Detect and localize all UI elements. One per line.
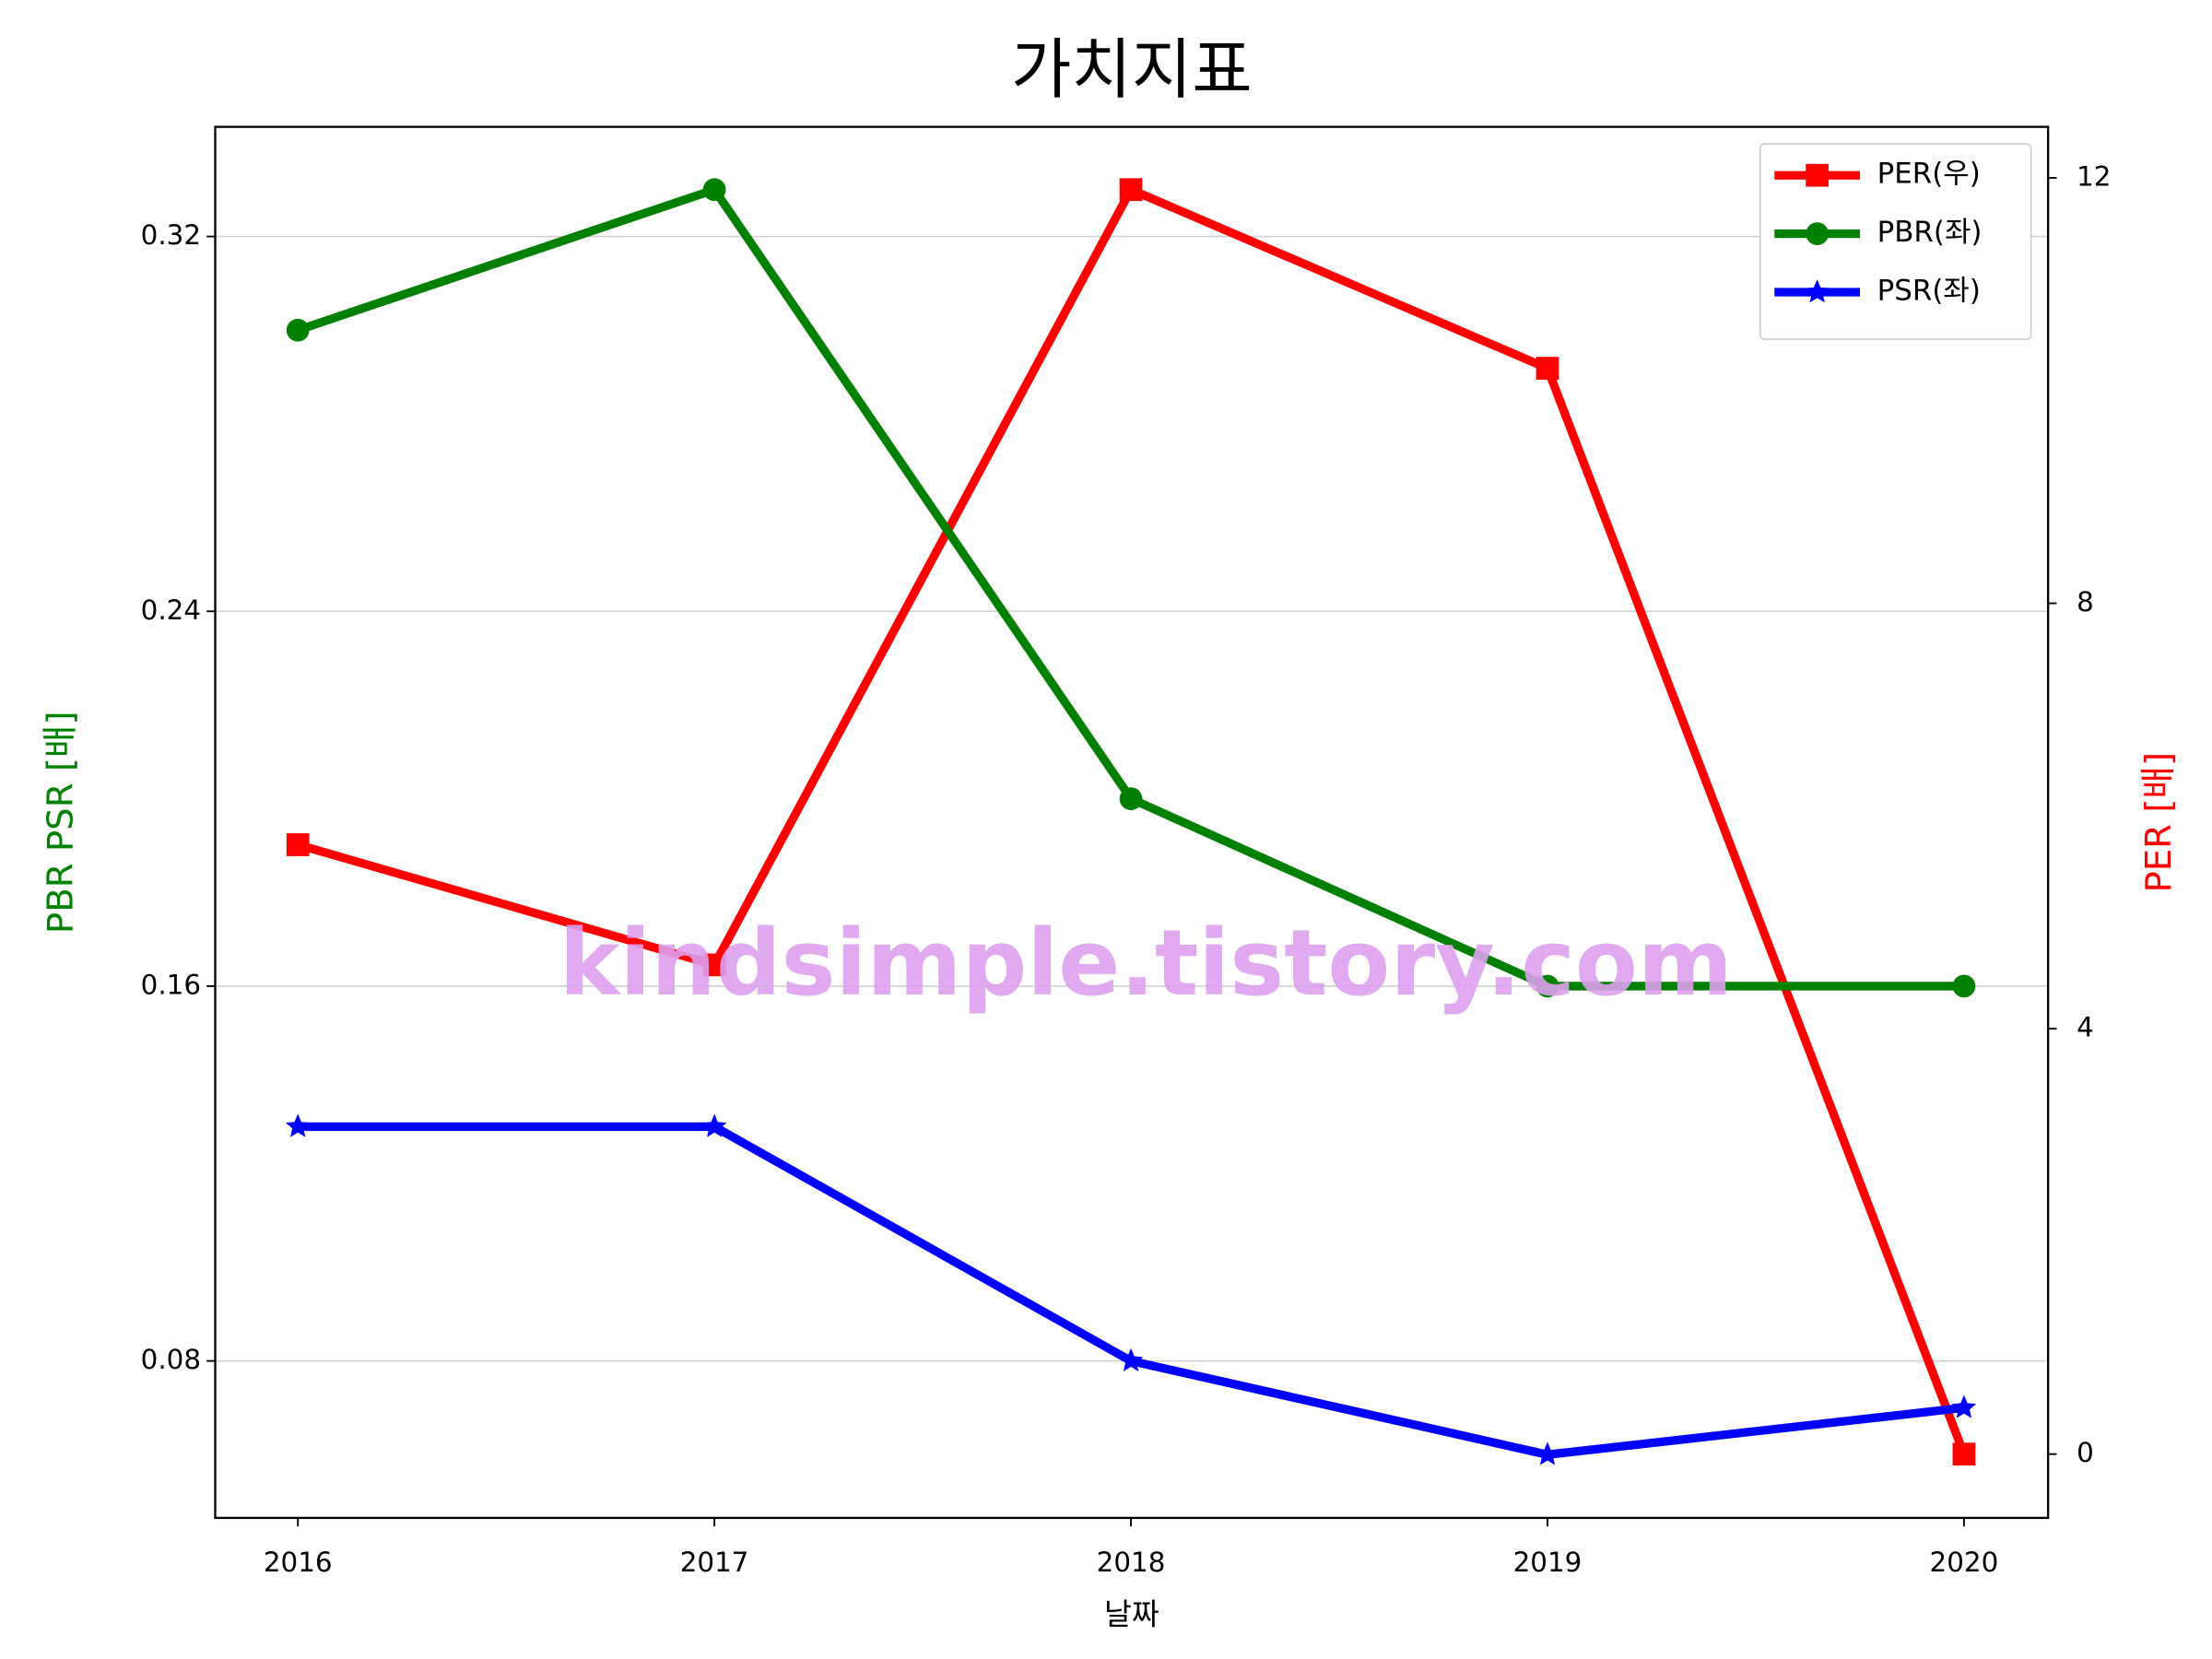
legend-label: PER(우) [1877,158,1981,191]
marker [1119,787,1143,810]
legend-marker [1805,279,1830,303]
marker [1535,1441,1560,1465]
marker [1535,974,1559,998]
legend-label: PSR(좌) [1877,275,1981,308]
y2-tick-label: 12 [2077,161,2111,193]
y2-tick-label: 8 [2077,586,2094,618]
marker [1119,178,1143,202]
x-axis-label: 날짜 [1104,1597,1159,1632]
marker [1118,1347,1144,1371]
chart-title: 가치지표 [1011,31,1253,108]
y2-tick-label: 4 [2077,1012,2094,1043]
marker [1535,357,1559,380]
watermark: kindsimple.tistory.com [559,911,1733,1017]
y-tick-label: 0.08 [141,1344,201,1375]
y-tick-label: 0.24 [141,594,201,626]
marker [701,1113,727,1137]
x-tick-label: 2019 [1513,1547,1583,1578]
marker [285,1113,311,1137]
y2-axis-label: PER [배] [2138,752,2180,893]
y2-tick-label: 0 [2077,1437,2094,1468]
plot-frame [214,125,2050,1520]
marker [1951,1394,1977,1418]
marker [286,833,310,856]
x-tick-label: 2017 [680,1547,749,1578]
marker [1952,974,1976,998]
marker [286,318,310,342]
marker [702,178,726,202]
x-tick-label: 2016 [264,1547,333,1578]
marker [702,953,726,977]
legend-marker [1806,163,1830,187]
legend-marker [1806,222,1830,245]
y-tick-label: 0.32 [141,219,201,251]
x-tick-label: 2020 [1930,1547,1999,1578]
marker [1952,1442,1976,1466]
y-axis-label: PBR PSR [배] [41,711,82,934]
y-tick-label: 0.16 [141,969,201,1000]
x-tick-label: 2018 [1097,1547,1166,1578]
legend-label: PBR(좌) [1877,216,1983,249]
